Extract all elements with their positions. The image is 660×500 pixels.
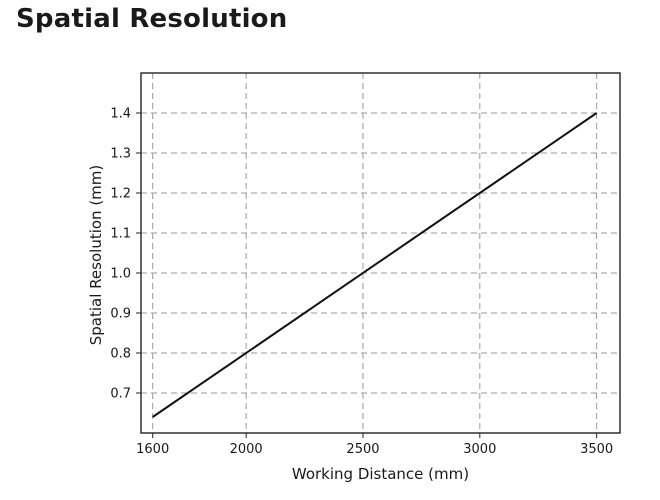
plot-frame bbox=[140, 72, 621, 434]
y-tick-label: 0.7 bbox=[110, 387, 131, 402]
y-tick-label: 1.4 bbox=[110, 107, 131, 122]
y-tick-label: 0.8 bbox=[110, 347, 131, 362]
x-tick-label: 3000 bbox=[463, 442, 496, 457]
x-tick-label: 1600 bbox=[136, 442, 169, 457]
y-tick-label: 1.3 bbox=[110, 147, 131, 162]
x-axis-label: Working Distance (mm) bbox=[292, 465, 469, 483]
x-tick-label: 2500 bbox=[346, 442, 379, 457]
y-axis-label: Spatial Resolution (mm) bbox=[87, 165, 105, 345]
series-line bbox=[152, 112, 598, 418]
y-tick-label: 1.0 bbox=[110, 267, 131, 282]
y-tick-label: 1.2 bbox=[110, 187, 131, 202]
x-tick-label: 2000 bbox=[230, 442, 263, 457]
y-tick-label: 1.1 bbox=[110, 227, 131, 242]
series-layer bbox=[152, 112, 598, 418]
x-tick-label: 3500 bbox=[580, 442, 613, 457]
axis-ticks: 1600 2000 2500 3000 3500 0.7 0.8 0.9 1.0 1.1 1.2 1.… bbox=[110, 107, 613, 458]
y-tick-label: 0.9 bbox=[110, 307, 131, 322]
grid-lines bbox=[141, 73, 620, 433]
page-title: Spatial Resolution bbox=[16, 4, 288, 34]
